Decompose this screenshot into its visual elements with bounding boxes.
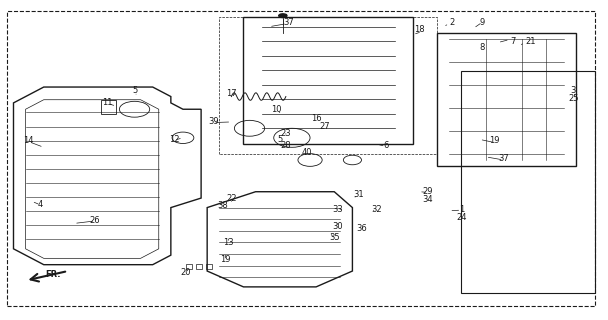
Text: 28: 28 [280, 141, 291, 150]
Text: 14: 14 [23, 136, 34, 146]
Text: 23: 23 [280, 129, 291, 138]
Text: FR.: FR. [45, 270, 61, 279]
Text: 25: 25 [568, 94, 579, 103]
Text: 2: 2 [450, 18, 455, 27]
Text: 13: 13 [223, 238, 233, 247]
Text: 30: 30 [332, 222, 342, 231]
Text: 32: 32 [371, 205, 382, 214]
Text: 35: 35 [329, 233, 340, 242]
Text: 24: 24 [456, 212, 466, 222]
Text: 33: 33 [332, 205, 343, 214]
Text: 8: 8 [480, 43, 485, 52]
Text: 9: 9 [480, 18, 485, 27]
Text: 5: 5 [132, 86, 137, 95]
Text: 12: 12 [168, 135, 179, 144]
Text: 5: 5 [277, 135, 283, 144]
Text: 21: 21 [526, 36, 536, 45]
Circle shape [278, 13, 288, 18]
Text: 17: 17 [226, 89, 237, 98]
Text: 4: 4 [38, 200, 43, 209]
Text: 16: 16 [311, 114, 322, 123]
Text: 29: 29 [423, 187, 434, 196]
Text: 10: 10 [272, 105, 282, 114]
Text: 31: 31 [353, 190, 364, 199]
Text: 38: 38 [217, 202, 227, 211]
Text: 7: 7 [510, 36, 516, 45]
Text: 37: 37 [499, 154, 509, 163]
Text: 18: 18 [413, 25, 424, 35]
Text: 39: 39 [208, 117, 218, 126]
Text: 19: 19 [220, 255, 230, 264]
Text: 37: 37 [283, 18, 294, 27]
Text: 11: 11 [102, 99, 112, 108]
Text: 20: 20 [181, 268, 192, 277]
Text: 27: 27 [320, 122, 331, 131]
Text: 26: 26 [90, 216, 100, 225]
Text: 40: 40 [302, 148, 313, 156]
Text: 36: 36 [356, 224, 367, 233]
Text: 34: 34 [423, 195, 434, 204]
Text: 6: 6 [383, 141, 389, 150]
Text: 3: 3 [571, 86, 576, 95]
Text: 1: 1 [458, 205, 464, 214]
Text: 19: 19 [489, 136, 500, 146]
Text: 22: 22 [226, 194, 237, 203]
